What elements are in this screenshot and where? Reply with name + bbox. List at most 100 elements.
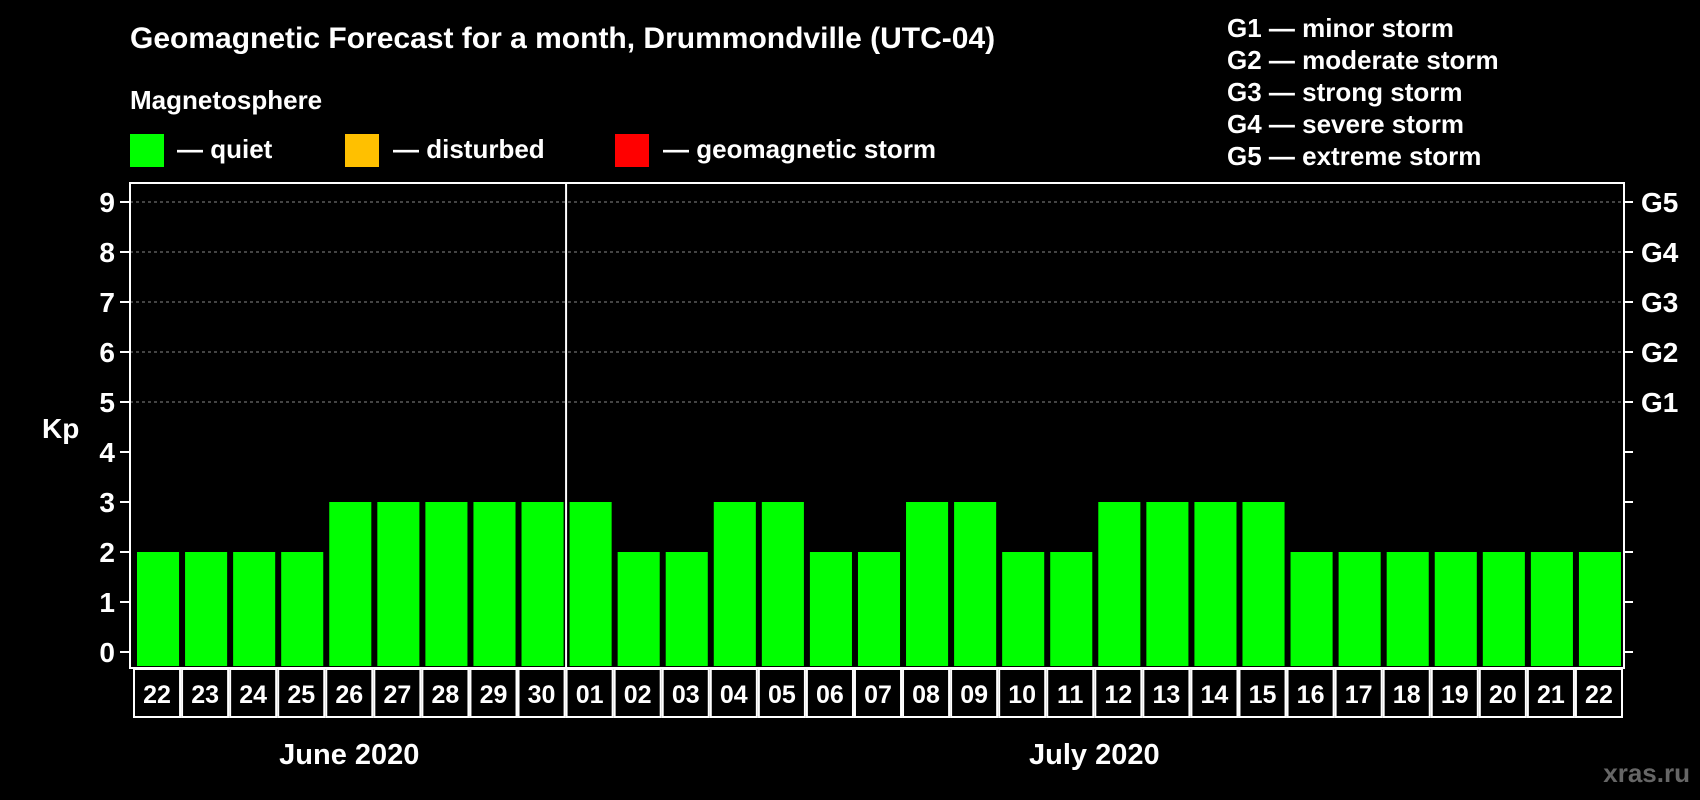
bar-31 xyxy=(1578,552,1621,666)
bar-20 xyxy=(1050,552,1093,666)
storm-scale-g1: G1 — minor storm xyxy=(1227,13,1454,43)
bar-25 xyxy=(1290,552,1333,666)
legend-disturbed-label: — disturbed xyxy=(393,134,545,164)
bar-28 xyxy=(1434,552,1477,666)
legend-storm-swatch xyxy=(615,134,649,167)
day-label-1: 22 xyxy=(143,681,171,709)
day-box-3 xyxy=(229,668,278,718)
day-label-17: 08 xyxy=(912,681,940,709)
month-label-1: June 2020 xyxy=(279,739,419,771)
month-label-2: July 2020 xyxy=(1029,739,1160,771)
day-box-16 xyxy=(853,668,903,718)
storm-scale-g4: G4 — severe storm xyxy=(1227,109,1464,139)
day-label-3: 24 xyxy=(239,681,267,709)
day-label-16: 07 xyxy=(864,681,892,709)
bar-14 xyxy=(761,502,804,666)
bar-13 xyxy=(713,502,756,666)
day-box-9 xyxy=(517,668,566,718)
storm-level-label-g1: G1 xyxy=(1641,387,1678,418)
bar-12 xyxy=(665,552,708,666)
y-tick-label-5: 5 xyxy=(99,387,115,418)
day-box-15 xyxy=(805,668,854,718)
day-label-7: 28 xyxy=(432,681,460,709)
legend-disturbed-swatch xyxy=(345,134,379,167)
y-tick-label-1: 1 xyxy=(99,587,115,618)
day-box-25 xyxy=(1286,668,1335,718)
legend-heading: Magnetosphere xyxy=(130,85,322,115)
day-label-2: 23 xyxy=(191,681,219,709)
bar-15 xyxy=(809,552,852,666)
day-label-20: 11 xyxy=(1057,681,1084,709)
day-box-26 xyxy=(1334,668,1383,718)
day-label-15: 06 xyxy=(816,681,844,709)
legend-quiet-swatch xyxy=(130,134,164,167)
bar-7 xyxy=(425,502,468,666)
storm-scale-g2: G2 — moderate storm xyxy=(1227,45,1499,75)
day-label-19: 10 xyxy=(1008,681,1036,709)
bar-6 xyxy=(377,502,420,666)
day-label-18: 09 xyxy=(960,681,988,709)
day-box-13 xyxy=(709,668,758,718)
bar-9 xyxy=(521,502,564,666)
bar-26 xyxy=(1338,552,1381,666)
day-box-29 xyxy=(1478,668,1527,718)
y-tick-label-9: 9 xyxy=(99,187,115,218)
y-tick-label-7: 7 xyxy=(99,287,115,318)
day-label-30: 21 xyxy=(1537,681,1565,709)
day-box-8 xyxy=(469,668,518,718)
day-label-25: 16 xyxy=(1297,681,1325,709)
y-tick-label-3: 3 xyxy=(99,487,115,518)
y-tick-labels: 0 1 2 3 4 5 6 7 8 9 xyxy=(99,187,115,668)
day-label-12: 03 xyxy=(672,681,700,709)
day-label-27: 18 xyxy=(1393,681,1421,709)
day-box-30 xyxy=(1526,668,1575,718)
day-label-13: 04 xyxy=(720,681,748,709)
bars xyxy=(137,502,1621,666)
bar-4 xyxy=(281,552,324,666)
day-label-6: 27 xyxy=(383,681,411,709)
legend-storm-label: — geomagnetic storm xyxy=(663,134,936,164)
storm-scale-g3: G3 — strong storm xyxy=(1227,77,1462,107)
day-label-29: 20 xyxy=(1489,681,1517,709)
storm-level-labels: G1 G2 G3 G4 G5 xyxy=(1641,187,1679,418)
day-label-21: 12 xyxy=(1104,681,1132,709)
day-label-24: 15 xyxy=(1249,681,1277,709)
day-label-23: 14 xyxy=(1201,681,1229,709)
day-box-5 xyxy=(325,668,374,718)
bar-5 xyxy=(329,502,372,666)
day-label-4: 25 xyxy=(287,681,315,709)
y-tick-label-0: 0 xyxy=(99,637,115,668)
y-tick-label-2: 2 xyxy=(99,537,115,568)
bar-19 xyxy=(1002,552,1045,666)
day-label-11: 02 xyxy=(624,681,652,709)
day-box-20 xyxy=(1046,668,1095,718)
day-label-10: 01 xyxy=(576,681,604,709)
y-tick-label-6: 6 xyxy=(99,337,115,368)
chart-title: Geomagnetic Forecast for a month, Drummo… xyxy=(130,22,995,55)
day-box-31 xyxy=(1574,668,1623,718)
bar-30 xyxy=(1530,552,1573,666)
bar-1 xyxy=(137,552,180,666)
day-box-18 xyxy=(950,668,999,718)
day-box-23 xyxy=(1190,668,1239,718)
day-label-9: 30 xyxy=(528,681,556,709)
day-box-21 xyxy=(1094,668,1143,718)
storm-scale-g5: G5 — extreme storm xyxy=(1227,141,1481,171)
day-box-2 xyxy=(181,668,230,718)
day-box-24 xyxy=(1238,668,1287,718)
day-box-7 xyxy=(421,668,470,718)
y-tick-label-8: 8 xyxy=(99,237,115,268)
day-box-19 xyxy=(998,668,1047,718)
axis-ticks xyxy=(120,201,1633,653)
day-label-26: 17 xyxy=(1345,681,1373,709)
grid-lines xyxy=(130,201,1624,403)
day-label-28: 19 xyxy=(1441,681,1469,709)
day-box-4 xyxy=(277,668,326,718)
day-label-5: 26 xyxy=(335,681,363,709)
month-labels: June 2020 July 2020 xyxy=(279,739,1159,771)
day-labels: 22 23 24 25 26 27 28 29 30 01 02 03 04 05 06 07 08 09 10 11… xyxy=(133,668,1623,718)
watermark: xras.ru xyxy=(1603,758,1690,788)
bar-29 xyxy=(1482,552,1525,666)
bar-22 xyxy=(1146,502,1189,666)
